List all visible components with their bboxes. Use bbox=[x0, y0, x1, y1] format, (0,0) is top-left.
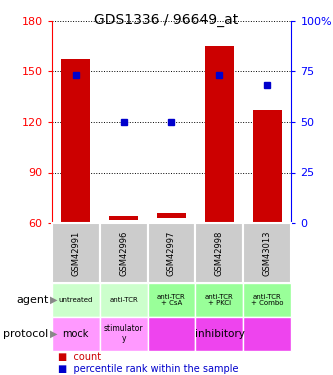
Bar bbox=[195, 317, 243, 351]
Bar bbox=[148, 223, 195, 283]
Bar bbox=[100, 223, 148, 283]
Bar bbox=[195, 223, 243, 283]
Text: anti-TCR
+ Combo: anti-TCR + Combo bbox=[251, 294, 284, 306]
Text: ■  count: ■ count bbox=[58, 352, 102, 362]
Text: untreated: untreated bbox=[58, 297, 93, 303]
Bar bbox=[243, 283, 291, 317]
Text: inhibitory: inhibitory bbox=[194, 329, 244, 339]
Text: GSM42997: GSM42997 bbox=[167, 230, 176, 276]
Text: GSM42991: GSM42991 bbox=[71, 231, 80, 276]
Text: GSM42998: GSM42998 bbox=[215, 230, 224, 276]
Text: protocol: protocol bbox=[3, 329, 48, 339]
Bar bbox=[148, 283, 195, 317]
Bar bbox=[243, 223, 291, 283]
Text: GSM43013: GSM43013 bbox=[263, 230, 272, 276]
Bar bbox=[195, 283, 243, 317]
Text: ■  percentile rank within the sample: ■ percentile rank within the sample bbox=[58, 364, 239, 374]
Text: anti-TCR
+ CsA: anti-TCR + CsA bbox=[157, 294, 186, 306]
Text: anti-TCR
+ PKCi: anti-TCR + PKCi bbox=[205, 294, 234, 306]
Bar bbox=[253, 110, 282, 223]
Text: GSM42996: GSM42996 bbox=[119, 230, 128, 276]
Text: mock: mock bbox=[62, 329, 89, 339]
Bar bbox=[52, 317, 100, 351]
Bar bbox=[100, 283, 148, 317]
Text: agent: agent bbox=[16, 295, 48, 305]
Bar bbox=[61, 59, 90, 223]
Bar bbox=[205, 46, 234, 223]
Text: GDS1336 / 96649_at: GDS1336 / 96649_at bbox=[94, 13, 239, 27]
Bar bbox=[243, 317, 291, 351]
Bar bbox=[109, 216, 138, 220]
Bar bbox=[157, 213, 186, 218]
Bar bbox=[148, 317, 195, 351]
Text: anti-TCR: anti-TCR bbox=[109, 297, 138, 303]
Bar bbox=[100, 317, 148, 351]
Text: ▶: ▶ bbox=[50, 295, 58, 305]
Text: ▶: ▶ bbox=[50, 329, 58, 339]
Text: stimulator
y: stimulator y bbox=[104, 324, 143, 343]
Bar bbox=[52, 223, 100, 283]
Bar bbox=[52, 283, 100, 317]
